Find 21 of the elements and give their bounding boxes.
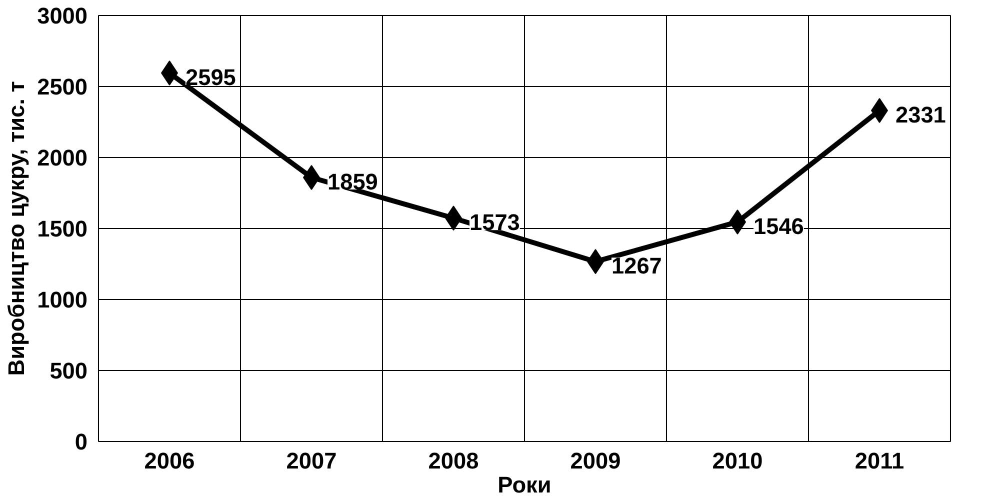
data-label: 2595 (186, 64, 236, 90)
x-tick-label: 2009 (570, 448, 621, 474)
x-tick-label: 2010 (712, 448, 763, 474)
data-label: 1859 (328, 168, 378, 195)
x-tick-label: 2008 (428, 448, 479, 474)
y-tick-label: 2500 (37, 74, 88, 100)
y-tick-label: 1000 (37, 286, 88, 312)
y-tick-label: 0 (74, 428, 88, 454)
y-tick-label: 500 (50, 358, 88, 384)
y-tick-label: 3000 (37, 2, 88, 28)
y-axis-title: Виробництво цукру, тис. т (3, 81, 30, 376)
data-label: 1267 (612, 252, 662, 279)
x-tick-label: 2006 (144, 448, 195, 474)
data-label: 2331 (896, 102, 946, 128)
x-axis-title: Роки (498, 472, 552, 498)
data-label: 1546 (754, 212, 804, 239)
data-label: 1573 (470, 209, 520, 236)
y-tick-label: 2000 (37, 144, 88, 170)
y-tick-label: 1500 (37, 216, 88, 242)
x-tick-label: 2011 (854, 448, 904, 474)
x-tick-label: 2007 (286, 448, 337, 474)
